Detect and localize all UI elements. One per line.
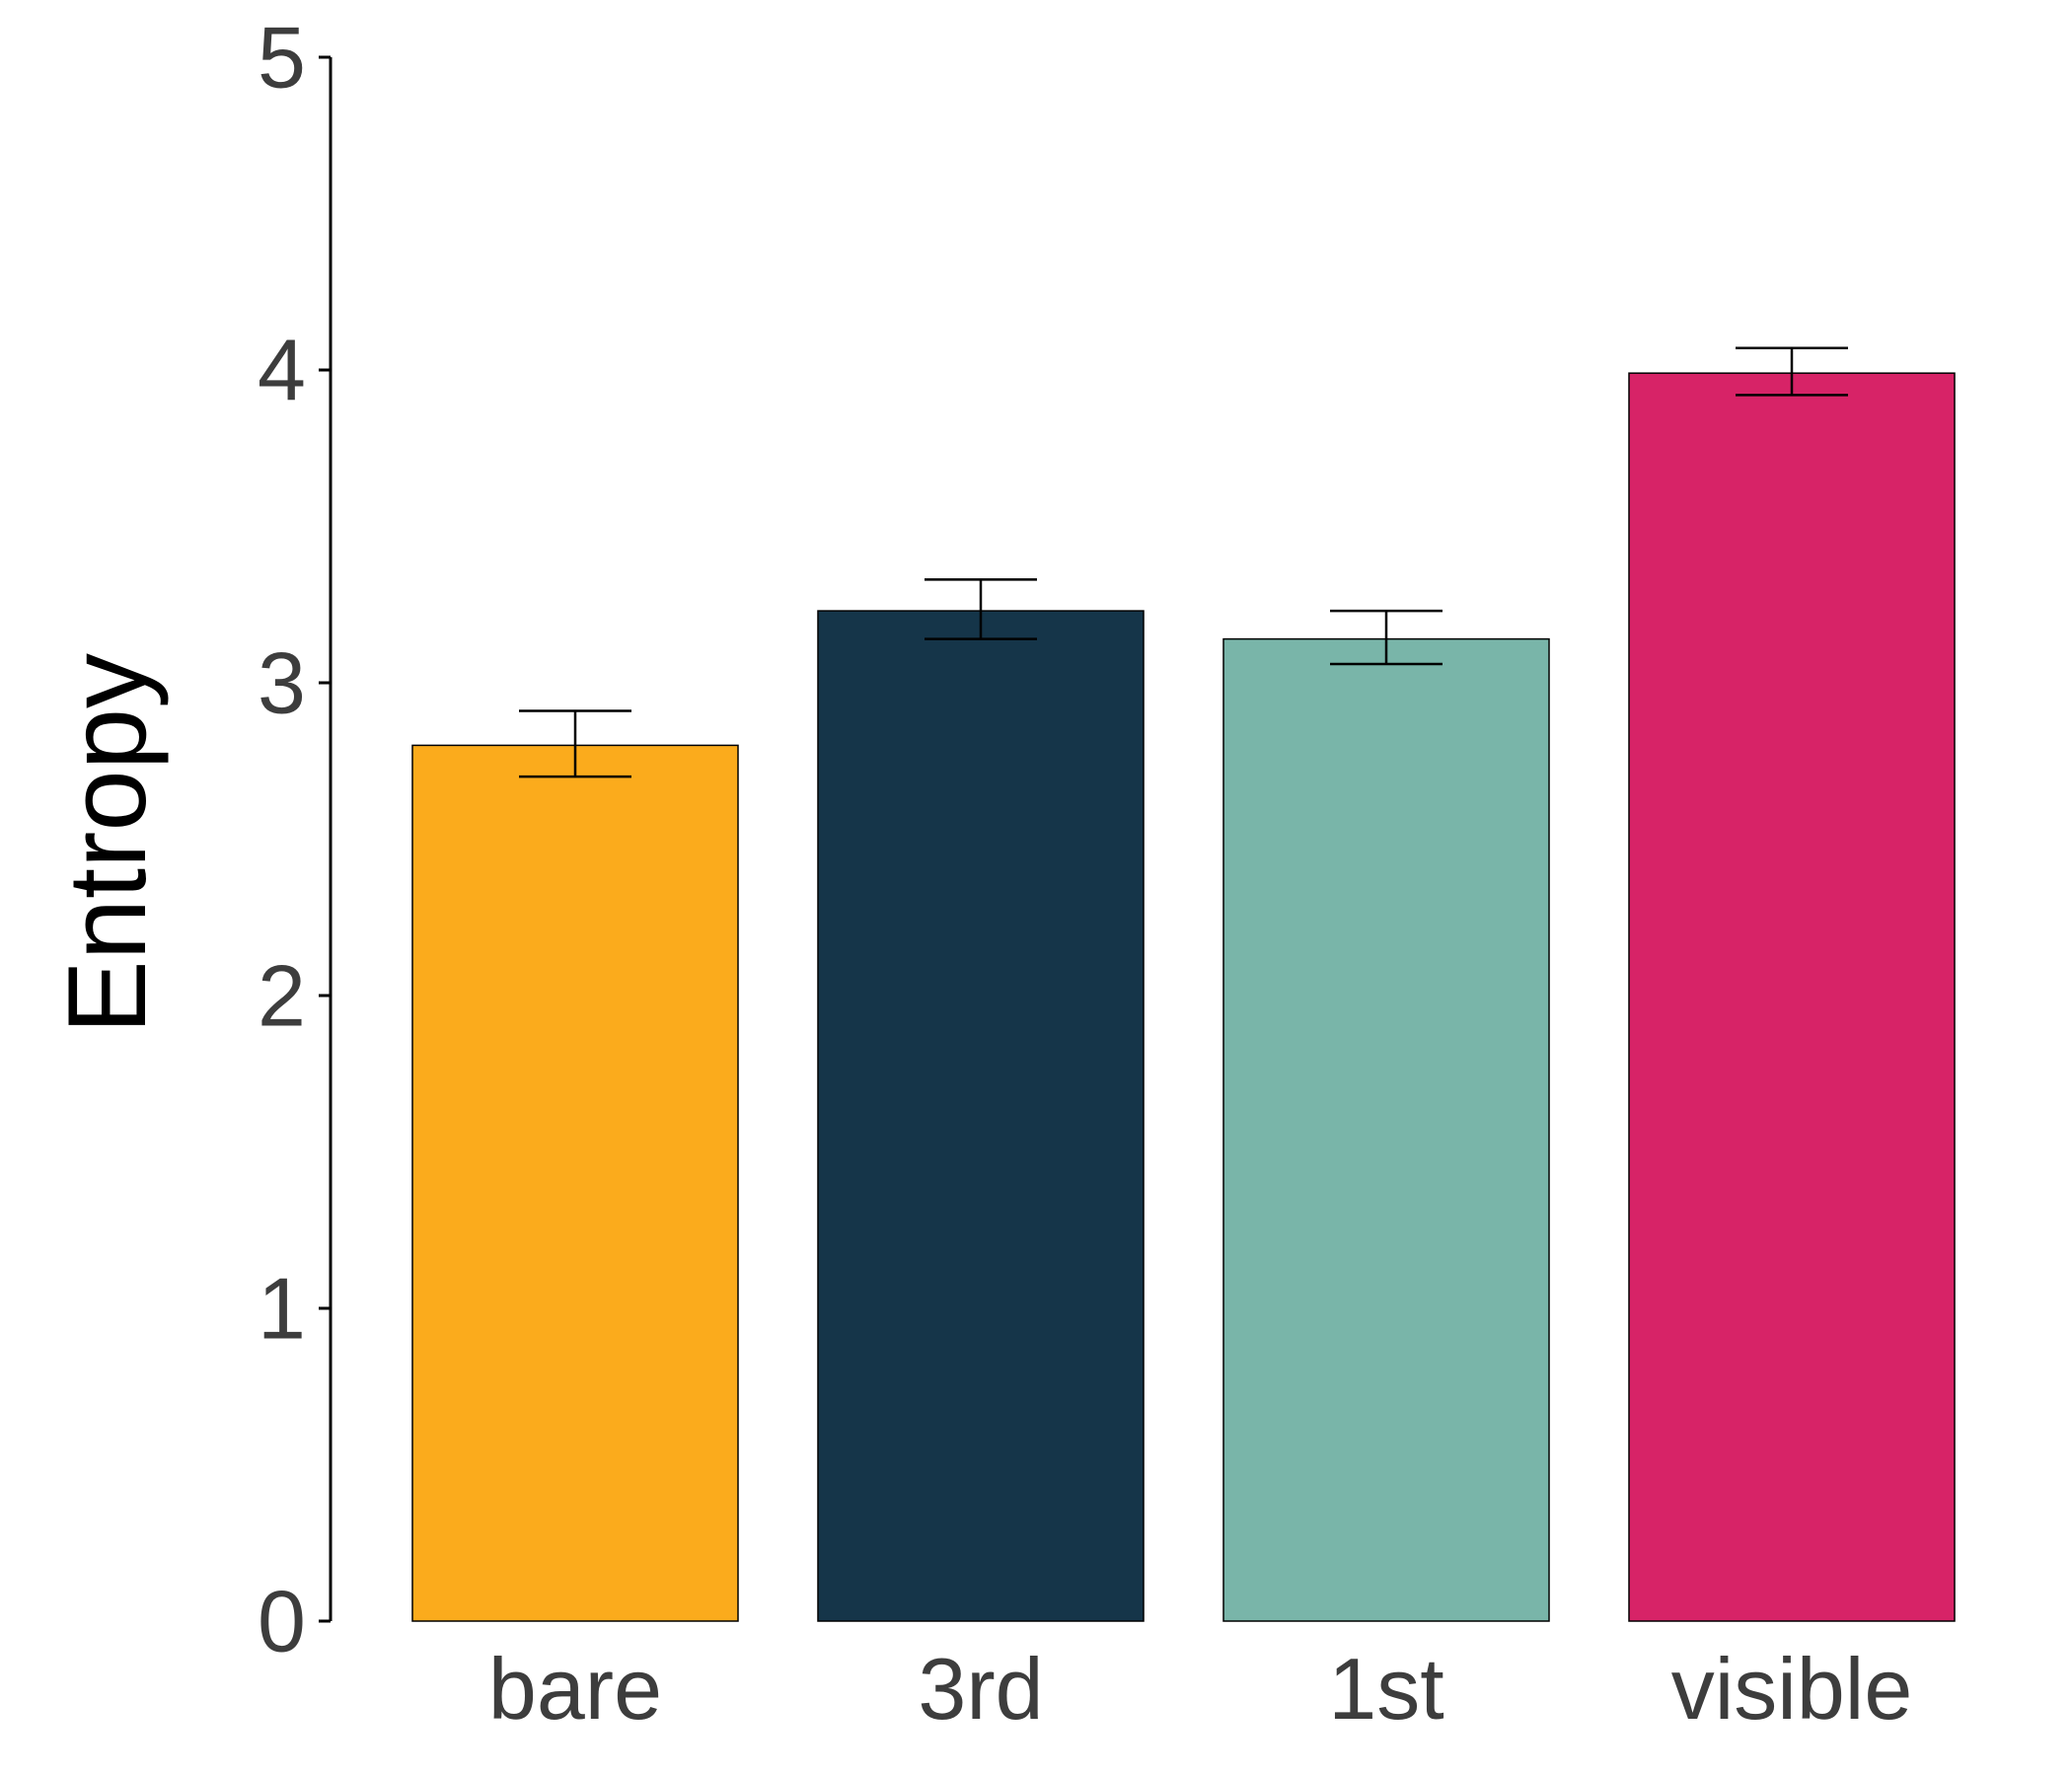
y-axis-title: Entropy <box>45 653 169 1034</box>
y-tick-label: 1 <box>258 1260 306 1358</box>
bar-visible <box>1628 372 1956 1622</box>
x-tick-label-visible: visible <box>1671 1640 1913 1738</box>
bar-3rd <box>817 610 1145 1622</box>
x-tick-label-1st: 1st <box>1328 1640 1443 1738</box>
y-axis-ticks: 0 1 2 3 4 5 <box>258 9 331 1670</box>
y-tick-label: 4 <box>258 322 306 419</box>
x-axis-labels: bare 3rd 1st visible <box>488 1640 1912 1738</box>
bars-layer <box>411 372 1956 1622</box>
y-tick-label: 0 <box>258 1573 306 1670</box>
error-bar-1st <box>1330 609 1443 666</box>
x-tick-label-bare: bare <box>488 1640 662 1738</box>
y-tick-label: 5 <box>258 9 306 107</box>
x-tick-label-3rd: 3rd <box>918 1640 1043 1738</box>
error-bar-visible <box>1736 346 1848 397</box>
y-tick-label: 2 <box>258 947 306 1045</box>
error-bars-layer <box>519 346 1848 778</box>
error-bar-bare <box>519 709 631 778</box>
error-bar-3rd <box>925 578 1037 640</box>
bar-1st <box>1222 637 1550 1622</box>
bar-bare <box>411 744 739 1622</box>
y-tick-label: 3 <box>258 634 306 732</box>
